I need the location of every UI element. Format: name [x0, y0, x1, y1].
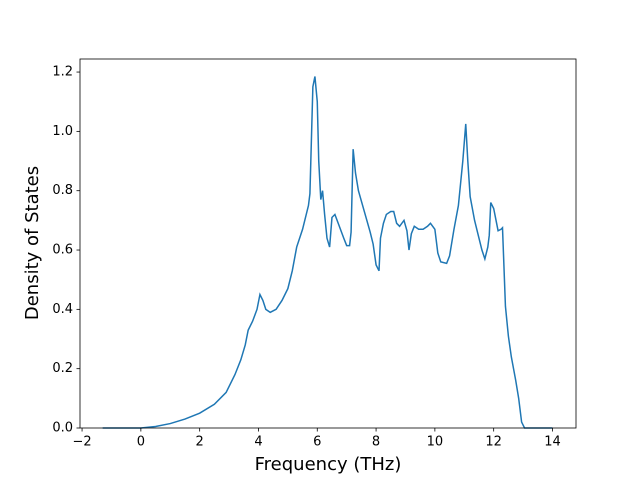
x-tick-label: 6: [313, 435, 321, 450]
x-tick-label: 2: [196, 435, 204, 450]
x-tick-label: 8: [372, 435, 380, 450]
x-tick-label: 0: [137, 435, 145, 450]
y-tick-label: 0.8: [52, 183, 73, 198]
x-tick-label: −2: [72, 435, 91, 450]
x-tick-label: 14: [544, 435, 561, 450]
y-tick-label: 0.2: [52, 361, 73, 376]
x-tick-label: 12: [485, 435, 502, 450]
x-tick-label: 10: [427, 435, 444, 450]
y-tick-label: 0.6: [52, 243, 73, 258]
y-axis-label: Density of States: [22, 166, 43, 320]
x-axis-label: Frequency (THz): [255, 454, 402, 475]
plot-frame: [79, 58, 577, 429]
x-tick-label: 4: [254, 435, 262, 450]
y-tick-label: 0.0: [52, 421, 73, 436]
y-tick-label: 1.0: [52, 124, 73, 139]
y-tick-label: 0.4: [52, 302, 73, 317]
line-series: [102, 76, 553, 429]
y-tick-label: 1.2: [52, 65, 73, 80]
